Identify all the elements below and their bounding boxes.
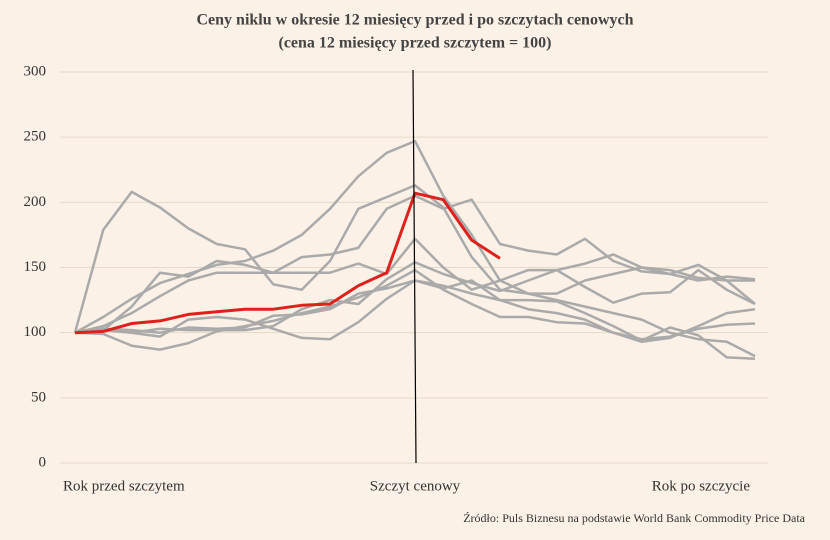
series-line: [74, 237, 756, 334]
y-tick-label: 50: [31, 389, 46, 405]
y-tick-label: 200: [24, 194, 47, 210]
y-tick-label: 0: [39, 454, 47, 470]
y-tick-label: 100: [24, 324, 47, 340]
y-tick-label: 300: [24, 63, 47, 79]
x-tick-label: Rok przed szczytem: [63, 478, 185, 494]
peak-line: [412, 69, 417, 464]
chart-title: Ceny niklu w okresie 12 miesięcy przed i…: [197, 12, 634, 29]
y-tick-label: 150: [24, 259, 47, 275]
series-line: [74, 139, 756, 358]
x-tick-label: Rok po szczycie: [652, 478, 751, 494]
y-tick-label: 250: [24, 129, 47, 145]
series-line: [74, 191, 501, 335]
source: Źródło: Puls Biznesu na podstawie World …: [463, 511, 805, 525]
x-tick-label: Szczyt cenowy: [370, 478, 461, 494]
chart-subtitle: (cena 12 miesięcy przed szczytem = 100): [278, 35, 551, 52]
